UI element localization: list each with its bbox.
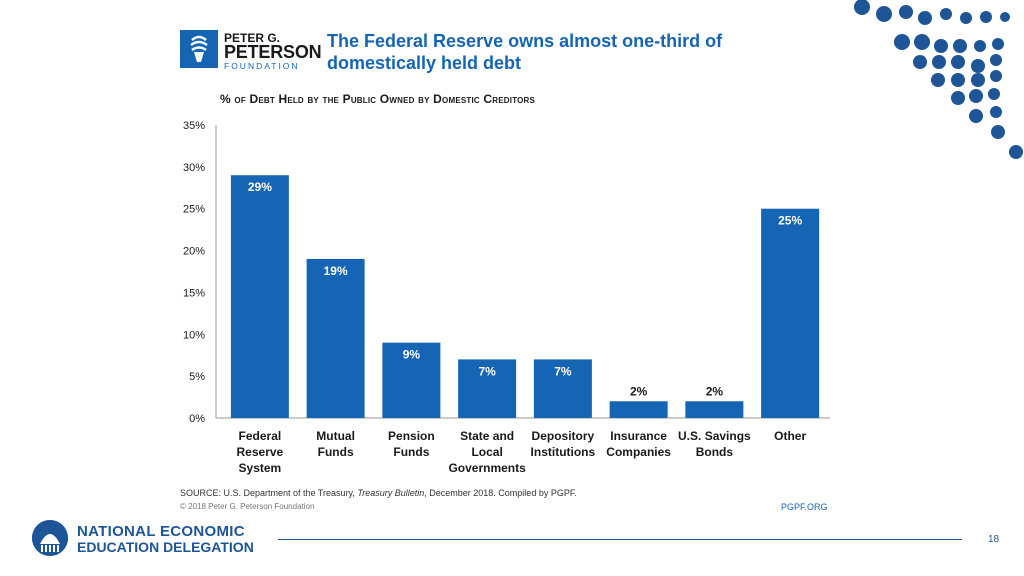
y-tick-label: 15% [183, 287, 205, 299]
x-category-label: Reserve [237, 445, 284, 459]
logo-line-3: FOUNDATION [224, 61, 300, 71]
decorative-dot [971, 73, 985, 87]
decorative-dot [992, 38, 1004, 50]
decorative-dot [899, 5, 913, 19]
decorative-dot [876, 6, 892, 22]
x-category-label: Funds [318, 445, 354, 459]
x-category-label: U.S. Savings [678, 429, 751, 443]
bar [761, 208, 820, 418]
x-category-label: System [239, 461, 282, 475]
y-tick-label: 30% [183, 162, 205, 174]
chart-subtitle: % of Debt Held by the Public Owned by Do… [220, 92, 536, 106]
y-tick-label: 0% [189, 413, 205, 425]
decorative-dot [894, 34, 910, 50]
logo-line-2: PETERSON [224, 42, 322, 62]
decorative-dot [914, 34, 930, 50]
decorative-dot [918, 11, 932, 25]
bar-data-label: 9% [403, 348, 421, 362]
decorative-dot [974, 40, 986, 52]
decorative-dot [991, 125, 1005, 139]
x-category-label: State and [460, 429, 514, 443]
pgpf-url-link[interactable]: PGPF.ORG [781, 502, 828, 512]
decorative-dot [1009, 145, 1023, 159]
y-tick-label: 20% [183, 246, 205, 258]
x-category-label: Companies [606, 445, 671, 459]
decorative-dot [854, 0, 870, 15]
page-number: 18 [988, 534, 1000, 545]
x-category-label: Local [471, 445, 502, 459]
source-note: SOURCE: U.S. Department of the Treasury,… [180, 488, 577, 498]
x-category-label: Governments [448, 461, 526, 475]
x-category-label: Federal [239, 429, 282, 443]
bar-data-label: 2% [630, 384, 648, 398]
decorative-dot [990, 54, 1002, 66]
bar [533, 359, 592, 418]
y-tick-label: 35% [183, 120, 205, 132]
x-category-label: Institutions [531, 445, 596, 459]
x-category-label: Depository [532, 429, 595, 443]
x-category-label: Pension [388, 429, 435, 443]
pgpf-logo: PETER G. PETERSON FOUNDATION [180, 30, 322, 72]
source-publication: Treasury Bulletin [357, 488, 425, 498]
decorative-dot [988, 88, 1000, 100]
bar-data-label: 7% [478, 364, 496, 378]
pgpf-torch-icon [180, 30, 218, 68]
decorative-dot [934, 39, 948, 53]
bar [382, 342, 441, 418]
decorative-dot [932, 55, 946, 69]
bar [609, 401, 668, 418]
decorative-dot [1000, 12, 1010, 22]
decorative-dot [980, 11, 992, 23]
x-category-label: Other [774, 429, 806, 443]
decorative-dot [931, 73, 945, 87]
logo-line-1: PETER G. [224, 31, 281, 45]
bar [685, 401, 744, 418]
decorative-dot [971, 59, 985, 73]
x-category-label: Bonds [696, 445, 734, 459]
decorative-dot [969, 89, 983, 103]
decorative-dot [990, 106, 1002, 118]
decorative-dot [951, 73, 965, 87]
bar-data-label: 29% [248, 180, 272, 194]
decorative-dot [960, 12, 972, 24]
bar-data-label: 2% [706, 384, 724, 398]
org-name-line-1: NATIONAL ECONOMIC [77, 523, 245, 540]
y-tick-label: 5% [189, 371, 205, 383]
bar-data-label: 19% [324, 264, 348, 278]
y-tick-label: 10% [183, 329, 205, 341]
chart-headline: The Federal Reserve owns almost one-thir… [327, 31, 723, 73]
bar [458, 359, 517, 418]
decorative-dot [940, 8, 952, 20]
need-logo: NATIONAL ECONOMIC EDUCATION DELEGATION [32, 520, 272, 560]
decorative-dot [951, 55, 965, 69]
decorative-dot [990, 70, 1002, 82]
x-category-label: Mutual [316, 429, 355, 443]
decorative-dot [913, 55, 927, 69]
source-suffix: , December 2018. Compiled by PGPF. [424, 488, 577, 498]
footer-divider [278, 539, 962, 540]
x-category-label: Insurance [610, 429, 667, 443]
x-category-label: Funds [393, 445, 429, 459]
y-tick-label: 25% [183, 204, 205, 216]
decorative-dot [951, 91, 965, 105]
org-name-line-2: EDUCATION DELEGATION [77, 539, 254, 555]
copyright: © 2018 Peter G. Peterson Foundation [180, 502, 315, 511]
decorative-dot [969, 109, 983, 123]
decorative-dot [953, 39, 967, 53]
bar-data-label: 25% [778, 214, 802, 228]
capitol-dome-icon [32, 520, 68, 556]
bar-data-label: 7% [554, 364, 572, 378]
source-prefix: SOURCE: U.S. Department of the Treasury, [180, 488, 358, 498]
bar [230, 175, 289, 418]
bar [306, 258, 365, 418]
